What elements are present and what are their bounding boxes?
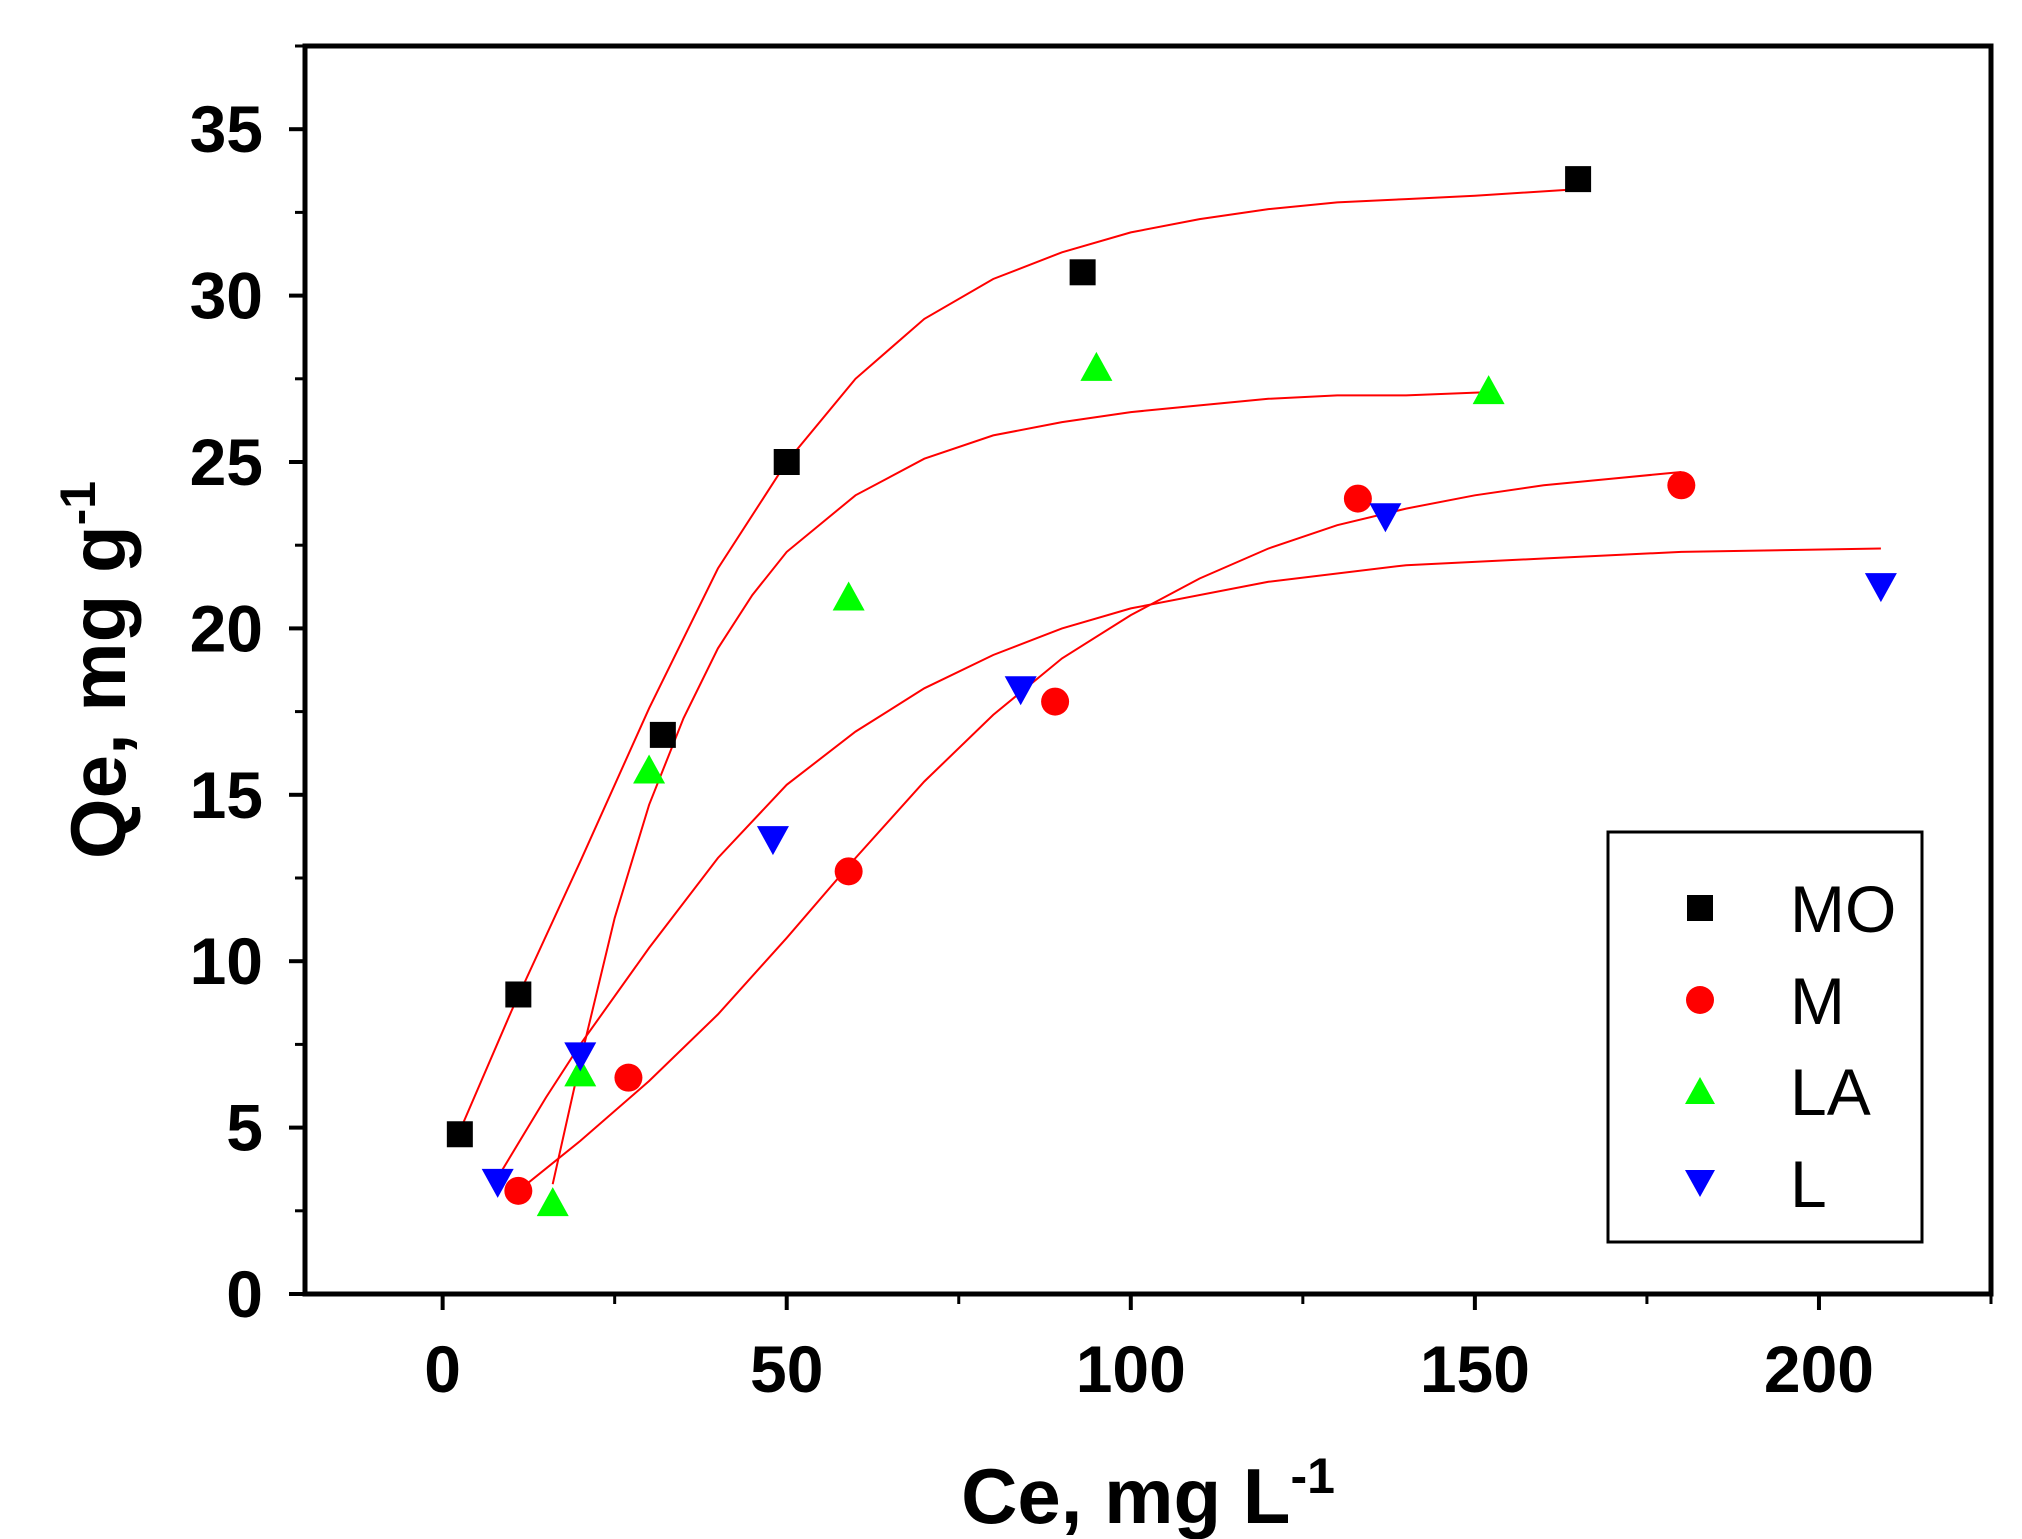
legend-label-la: LA	[1790, 1055, 1871, 1129]
axis-ticks: 0 50 100 150 200 0 5 10 15 20 25 30 35	[190, 44, 1993, 1406]
x-tick-label: 0	[424, 1332, 461, 1406]
legend-marker-mo	[1687, 895, 1713, 921]
fit-curve-mo	[458, 188, 1579, 1132]
legend-label-mo: MO	[1790, 872, 1896, 946]
data-point-mo	[1069, 259, 1096, 286]
data-point-m	[614, 1063, 643, 1092]
x-axis-title: Ce, mg L-1	[961, 1448, 1335, 1539]
y-tick-label: 35	[190, 92, 263, 166]
data-point-mo	[649, 721, 676, 748]
legend-box	[1606, 830, 1924, 1244]
data-point-mo	[773, 449, 800, 475]
y-axis-title: Qe, mg g-1	[50, 481, 142, 859]
x-tick-label: 200	[1764, 1332, 1874, 1406]
data-point-m	[834, 857, 863, 886]
data-point-m	[1667, 471, 1696, 500]
legend: MO M LA L	[1606, 830, 1924, 1244]
data-points	[446, 166, 1897, 1217]
data-point-la	[564, 1057, 597, 1087]
data-point-l	[1369, 503, 1402, 533]
data-point-la	[633, 754, 666, 784]
y-tick-label: 15	[190, 758, 263, 832]
y-tick-label: 25	[190, 425, 263, 499]
data-point-l	[1864, 573, 1897, 603]
data-point-mo	[446, 1121, 473, 1148]
x-tick-label: 50	[750, 1332, 823, 1406]
y-tick-label: 5	[226, 1091, 263, 1165]
fit-curve-l	[496, 547, 1881, 1179]
y-tick-label: 10	[190, 924, 263, 998]
data-point-la	[536, 1187, 569, 1217]
data-point-m	[1343, 484, 1372, 513]
legend-label-l: L	[1790, 1147, 1827, 1221]
data-point-l	[481, 1168, 514, 1198]
data-point-la	[1080, 351, 1113, 381]
fit-curve-m	[517, 471, 1682, 1192]
data-point-la	[832, 581, 865, 611]
y-tick-label: 20	[190, 591, 263, 665]
data-point-la	[1472, 375, 1505, 405]
x-tick-label: 150	[1420, 1332, 1530, 1406]
x-tick-label: 100	[1076, 1332, 1186, 1406]
data-point-l	[564, 1042, 597, 1072]
data-point-m	[504, 1176, 533, 1205]
legend-marker-la	[1685, 1077, 1715, 1104]
data-point-mo	[505, 981, 532, 1008]
y-tick-label: 30	[190, 259, 263, 333]
data-point-mo	[1565, 166, 1592, 193]
legend-marker-m	[1686, 986, 1714, 1014]
data-point-m	[1041, 687, 1070, 716]
data-point-l	[1004, 676, 1037, 706]
legend-label-m: M	[1790, 964, 1845, 1038]
fit-curves	[458, 188, 1881, 1192]
legend-marker-l	[1685, 1170, 1715, 1197]
y-tick-label: 0	[226, 1257, 263, 1331]
data-point-l	[756, 826, 789, 856]
fit-curve-la	[551, 391, 1489, 1185]
